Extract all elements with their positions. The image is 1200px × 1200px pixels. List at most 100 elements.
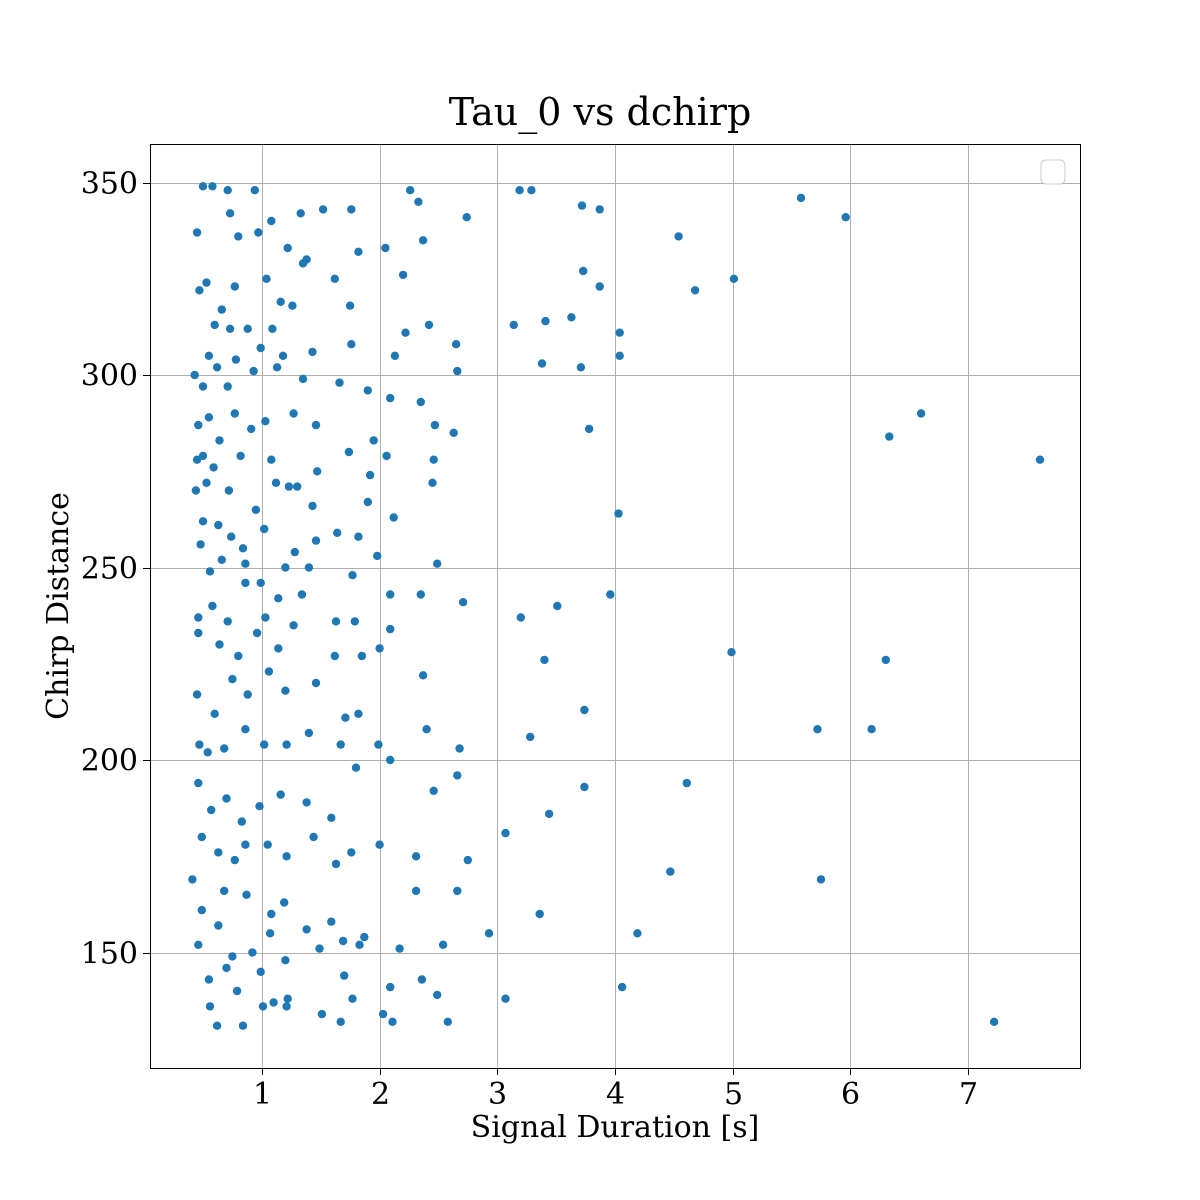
data-point (241, 840, 250, 849)
x-tick-label: 5 (724, 1077, 743, 1112)
data-point (527, 186, 536, 195)
data-point (553, 601, 562, 611)
data-point (484, 929, 494, 938)
data-point (190, 370, 199, 380)
data-point (386, 624, 395, 634)
data-point (540, 655, 549, 665)
data-point (633, 929, 642, 938)
data-point (191, 486, 201, 495)
data-point (381, 243, 390, 253)
data-point (242, 890, 251, 899)
data-point (916, 409, 926, 418)
data-point (335, 378, 344, 387)
y-tick-label: 200 (81, 744, 138, 779)
data-point (406, 186, 415, 195)
data-point (841, 213, 850, 222)
data-point (341, 713, 350, 722)
data-point (215, 640, 224, 649)
data-point (302, 798, 311, 807)
data-point (210, 709, 219, 718)
data-point (308, 501, 317, 511)
data-point (351, 763, 361, 772)
data-point (429, 786, 438, 795)
data-point (580, 705, 589, 715)
y-tick-label: 150 (81, 937, 138, 972)
x-axis-label: Signal Duration [s] (471, 1110, 760, 1145)
data-point (336, 740, 345, 749)
data-point (429, 455, 438, 464)
data-point (606, 590, 615, 599)
data-point (204, 413, 214, 422)
data-point (526, 732, 535, 742)
data-point (451, 340, 461, 349)
data-point (217, 305, 226, 314)
data-point (228, 674, 237, 684)
data-point (194, 420, 203, 430)
data-point (331, 617, 341, 626)
data-point (411, 886, 421, 896)
data-point (297, 590, 307, 599)
data-point (222, 963, 231, 973)
data-point (577, 201, 587, 210)
data-point (796, 193, 806, 203)
data-point (284, 482, 294, 491)
y-axis-label: Chirp Distance (41, 492, 76, 720)
data-point (360, 932, 369, 942)
data-point (282, 740, 291, 749)
data-point (248, 948, 257, 957)
data-point (267, 455, 276, 464)
data-point (207, 805, 216, 815)
data-point (458, 598, 468, 607)
data-point (595, 205, 604, 214)
data-point (210, 320, 219, 330)
data-point (418, 236, 428, 245)
data-point (453, 366, 462, 376)
data-point (198, 517, 208, 526)
data-point (304, 728, 314, 738)
data-point (348, 994, 357, 1003)
data-point (386, 982, 395, 992)
data-point (258, 1002, 268, 1011)
data-point (256, 343, 265, 353)
data-point (345, 301, 355, 310)
data-point (208, 182, 217, 191)
data-point (293, 482, 302, 491)
data-point (225, 324, 235, 333)
data-point (232, 986, 242, 996)
data-point (418, 671, 428, 680)
data-point (252, 628, 262, 638)
data-point (516, 613, 525, 622)
data-point (375, 840, 384, 849)
data-point (369, 436, 378, 445)
data-point (313, 467, 322, 476)
data-point (203, 748, 212, 757)
data-point (614, 509, 623, 518)
data-point (196, 540, 205, 549)
data-point (223, 382, 232, 391)
data-point (365, 470, 375, 480)
data-point (414, 197, 423, 206)
data-point (666, 867, 675, 876)
x-tick-label: 7 (959, 1077, 978, 1112)
data-point (208, 601, 217, 611)
data-point (234, 232, 243, 241)
chart-title: Tau_0 vs dchirp (449, 90, 752, 135)
data-point (220, 886, 229, 896)
data-point (453, 886, 462, 896)
data-point (674, 232, 683, 241)
data-point (318, 205, 328, 214)
data-point (296, 209, 305, 218)
data-point (354, 247, 363, 256)
data-point (234, 651, 243, 661)
data-point (202, 478, 211, 487)
data-point (271, 478, 281, 487)
data-point (449, 428, 458, 437)
data-point (261, 613, 270, 622)
data-point (255, 802, 264, 811)
data-point (237, 817, 246, 826)
data-point (336, 1017, 345, 1026)
data-point (398, 270, 408, 280)
data-point (422, 725, 431, 734)
data-point (264, 667, 274, 676)
data-point (311, 678, 321, 688)
